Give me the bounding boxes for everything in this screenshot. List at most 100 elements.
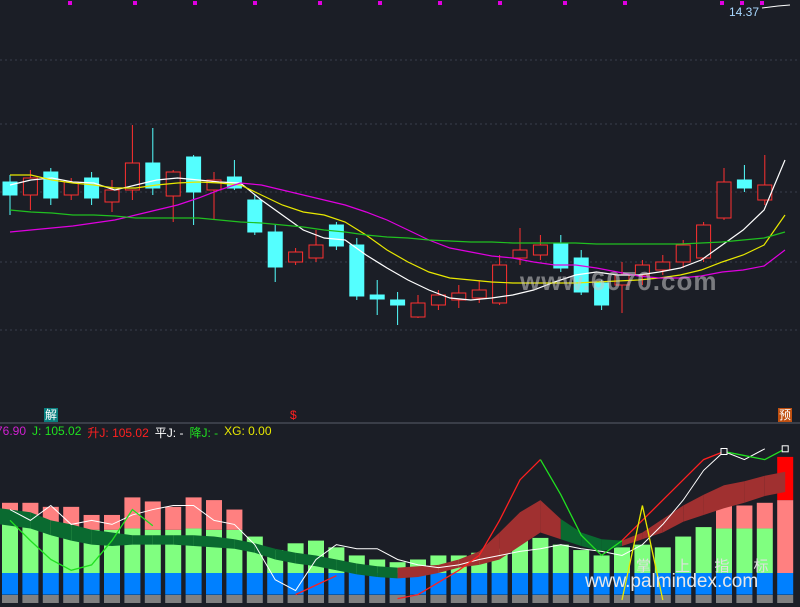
bar-blue xyxy=(104,573,120,595)
ribbon-segment xyxy=(50,520,72,541)
bar-blue xyxy=(675,573,692,595)
ribbon-segment xyxy=(275,548,296,564)
top-dot xyxy=(760,1,764,5)
bar-pink xyxy=(124,497,141,529)
ribbon-segment xyxy=(336,559,357,575)
bar-gray xyxy=(328,595,345,603)
bar-blue xyxy=(410,573,426,595)
candle-down xyxy=(145,162,161,189)
bar-gray xyxy=(675,595,692,603)
j-segment-line xyxy=(539,459,623,557)
bar-pink xyxy=(165,506,182,530)
bar-pink xyxy=(777,500,794,573)
candle-down xyxy=(186,156,202,193)
bar-blue xyxy=(491,573,508,595)
last-price-arrow xyxy=(761,4,791,9)
bar-gray xyxy=(593,595,610,603)
bar-gray xyxy=(634,595,651,603)
bar-green xyxy=(22,517,39,573)
bar-blue xyxy=(83,573,100,595)
ribbon-segment xyxy=(703,485,724,515)
ma3-line xyxy=(9,182,786,279)
bar-gray xyxy=(124,595,141,603)
bar-gray xyxy=(450,595,467,603)
bar-pink xyxy=(226,509,243,530)
j-segment-line xyxy=(621,505,664,601)
top-dot xyxy=(318,1,322,5)
top-dot xyxy=(193,1,197,5)
bar-blue xyxy=(144,573,161,595)
candle-up xyxy=(451,292,467,301)
ribbon-segment xyxy=(642,519,663,540)
ribbon-segment xyxy=(724,481,745,509)
square-marker xyxy=(781,445,789,453)
j-segment-line xyxy=(295,575,337,596)
candle-up xyxy=(655,261,671,271)
candle-up xyxy=(430,294,446,306)
bar-green xyxy=(532,537,549,573)
bar-green xyxy=(716,528,732,573)
legend-first-value: 76.90 xyxy=(0,424,27,438)
signal-marker-s: $ xyxy=(290,408,297,422)
bar-pink xyxy=(83,514,100,530)
bar-gray xyxy=(308,595,324,603)
candle-down xyxy=(2,181,18,196)
bar-gray xyxy=(430,595,447,603)
legend-up-j: 升J: 105.02 xyxy=(87,426,149,440)
bar-blue xyxy=(348,573,365,595)
j-segment-line xyxy=(397,459,541,600)
candle-up xyxy=(410,302,426,318)
bar-blue xyxy=(165,573,182,595)
bar-green xyxy=(573,550,590,573)
bar-gray xyxy=(512,595,528,603)
bar-blue xyxy=(63,573,80,595)
bar-green xyxy=(2,514,18,573)
bar-green xyxy=(226,529,243,573)
bar-gray xyxy=(369,595,386,603)
candle-up xyxy=(206,179,222,191)
ma1-line xyxy=(9,159,786,301)
ribbon-segment xyxy=(71,524,92,545)
ribbon-segment xyxy=(581,532,602,552)
bar-blue xyxy=(226,573,243,595)
bar-blue xyxy=(471,573,488,595)
indicator-legend: 76.90 J: 105.02 升J: 105.02 平J: - 降J: - X… xyxy=(0,424,272,441)
bar-gray xyxy=(348,595,365,603)
bar-blue xyxy=(716,573,732,595)
bar-blue xyxy=(634,573,651,595)
bar-green xyxy=(593,555,610,573)
ma4-line xyxy=(9,209,786,245)
bar-blue xyxy=(2,573,18,595)
bar-gray xyxy=(695,595,712,603)
bar-green xyxy=(675,536,692,573)
top-dot xyxy=(720,1,724,5)
bar-green xyxy=(614,547,630,573)
bar-blue xyxy=(206,573,222,595)
bar-blue xyxy=(246,573,263,595)
ribbon-segment xyxy=(397,566,418,579)
bar-gray xyxy=(185,595,202,603)
signal-marker-jie: 解 xyxy=(44,408,59,422)
last-price-label: 14.37 xyxy=(729,5,760,19)
bar-pink xyxy=(206,500,222,530)
bar-gray xyxy=(22,595,39,603)
candle-up xyxy=(532,244,548,256)
ribbon-segment xyxy=(744,475,765,503)
square-marker xyxy=(720,448,728,455)
bar-gray xyxy=(736,595,753,603)
bar-blue xyxy=(777,573,794,595)
candle-down xyxy=(43,171,59,199)
ribbon-segment xyxy=(377,566,398,579)
j-segment-line xyxy=(723,448,786,461)
candle-up xyxy=(675,244,691,263)
bar-blue xyxy=(552,573,569,595)
legend-flat-j: 平J: - xyxy=(154,426,184,440)
bar-blue xyxy=(450,573,467,595)
bar-gray xyxy=(532,595,549,603)
bar-gray xyxy=(83,595,100,603)
ma2-line xyxy=(10,174,786,284)
bar-blue xyxy=(756,573,773,595)
bar-gray xyxy=(267,595,284,603)
j-segment-line xyxy=(9,508,154,571)
